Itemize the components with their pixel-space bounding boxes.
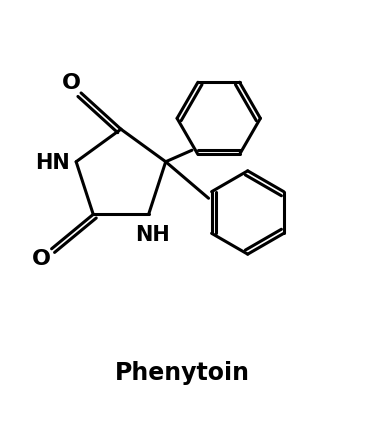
- Text: O: O: [32, 248, 51, 268]
- Text: NH: NH: [135, 225, 170, 245]
- Text: HN: HN: [35, 153, 70, 173]
- Text: Phenytoin: Phenytoin: [115, 360, 250, 384]
- Text: O: O: [61, 73, 80, 93]
